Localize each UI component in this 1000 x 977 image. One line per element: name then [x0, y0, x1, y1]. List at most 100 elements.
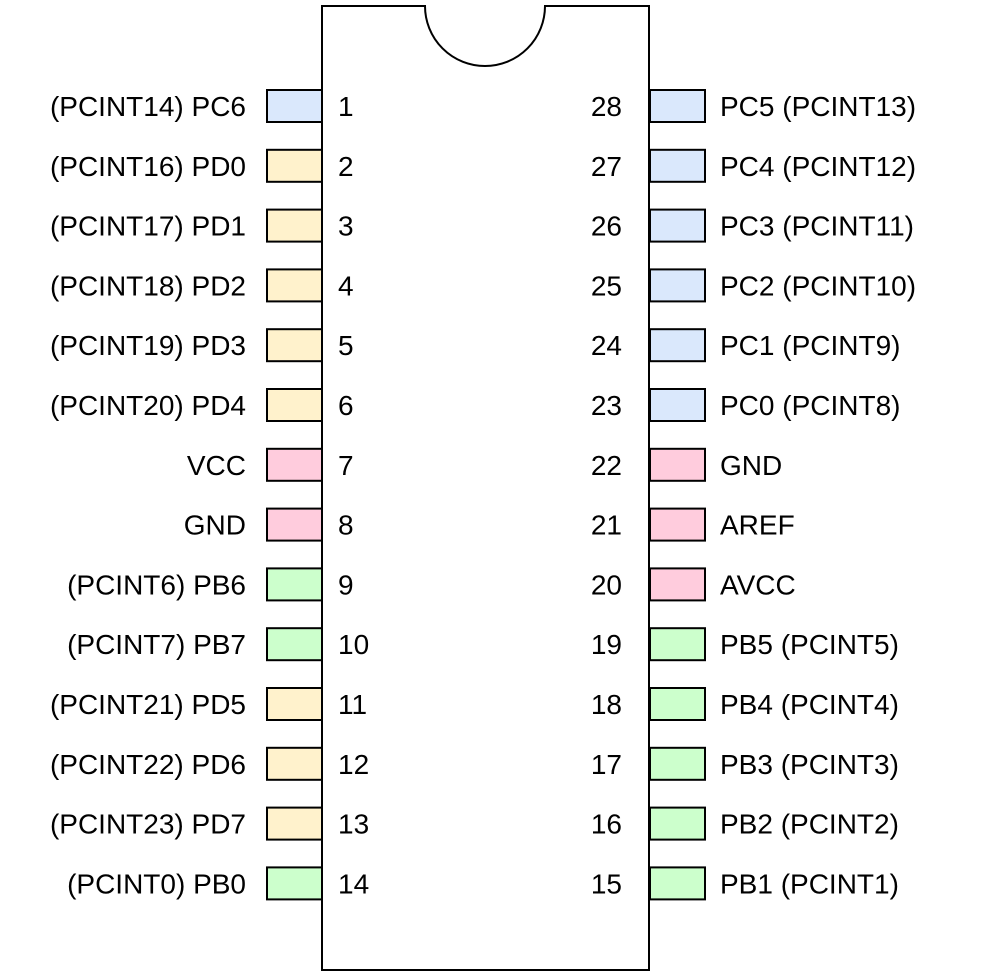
pin-18: 18 PB4 (PCINT4)	[591, 687, 899, 721]
pin-number-1: 1	[338, 91, 354, 122]
pin-label-20: AVCC	[720, 569, 796, 600]
pin-lead-28	[649, 89, 706, 123]
pin-number-5: 5	[338, 330, 354, 361]
pin-4: 4 (PCINT18) PD2	[50, 268, 354, 303]
pin-label-18: PB4 (PCINT4)	[720, 689, 899, 720]
pin-lead-11	[266, 687, 323, 721]
pin-label-4: (PCINT18) PD2	[50, 270, 246, 301]
pin-16: 16 PB2 (PCINT2)	[591, 806, 899, 841]
pin-23: 23 PC0 (PCINT8)	[591, 388, 900, 422]
pin-8: 8 GND	[184, 507, 354, 542]
right-pin-column: 28 PC5 (PCINT13) 27 PC4 (PCINT12) 26 PC3 (PCI…	[591, 89, 916, 901]
pin-number-21: 21	[591, 510, 622, 541]
pin-lead-14	[266, 866, 323, 901]
pin-lead-5	[266, 328, 323, 363]
pin-number-8: 8	[338, 510, 354, 541]
pin-lead-8	[266, 507, 323, 542]
pin-17: 17 PB3 (PCINT3)	[591, 746, 899, 781]
pin-14: 14 (PCINT0) PB0	[67, 866, 369, 901]
pin-13: 13 (PCINT23) PD7	[50, 806, 369, 841]
pin-label-2: (PCINT16) PD0	[50, 151, 246, 182]
pin-lead-12	[266, 746, 323, 781]
pin-label-25: PC2 (PCINT10)	[720, 270, 916, 301]
pin-number-13: 13	[338, 809, 369, 840]
pin-lead-17	[649, 746, 706, 781]
pin-15: 15 PB1 (PCINT1)	[591, 866, 899, 901]
pin-number-15: 15	[591, 868, 622, 899]
pin-label-3: (PCINT17) PD1	[50, 211, 246, 242]
pin-label-26: PC3 (PCINT11)	[720, 211, 914, 242]
pin-number-3: 3	[338, 211, 354, 242]
pin-12: 12 (PCINT22) PD6	[50, 746, 369, 781]
pin-lead-1	[266, 89, 323, 123]
pin-lead-2	[266, 148, 323, 183]
pin-11: 11 (PCINT21) PD5	[50, 687, 367, 721]
pin-number-9: 9	[338, 569, 354, 600]
pin-number-17: 17	[591, 749, 622, 780]
pin-number-25: 25	[591, 270, 622, 301]
pin-6: 6 (PCINT20) PD4	[50, 388, 354, 422]
chip-body	[321, 5, 650, 971]
pin-lead-4	[266, 268, 323, 303]
pin-number-24: 24	[591, 330, 622, 361]
pin-lead-10	[266, 627, 323, 662]
pin-lead-13	[266, 806, 323, 841]
pin-label-19: PB5 (PCINT5)	[720, 629, 899, 660]
pin-lead-3	[266, 208, 323, 243]
pin-label-5: (PCINT19) PD3	[50, 330, 246, 361]
pin-label-12: (PCINT22) PD6	[50, 749, 246, 780]
pin-label-10: (PCINT7) PB7	[67, 629, 246, 660]
pin-5: 5 (PCINT19) PD3	[50, 328, 354, 363]
pin-lead-16	[649, 806, 706, 841]
pin-lead-27	[649, 148, 706, 183]
pin-label-7: VCC	[187, 450, 246, 481]
pin-10: 10 (PCINT7) PB7	[67, 627, 369, 662]
pin-lead-20	[649, 567, 706, 602]
pin-label-23: PC0 (PCINT8)	[720, 390, 900, 421]
pin-3: 3 (PCINT17) PD1	[50, 208, 354, 243]
pin-lead-23	[649, 388, 706, 422]
pin-label-27: PC4 (PCINT12)	[720, 151, 916, 182]
pin-label-16: PB2 (PCINT2)	[720, 809, 899, 840]
pin-label-22: GND	[720, 450, 782, 481]
pin-label-14: (PCINT0) PB0	[67, 868, 246, 899]
pin-number-28: 28	[591, 91, 622, 122]
pin-lead-25	[649, 268, 706, 303]
pin-number-22: 22	[591, 450, 622, 481]
pin-lead-21	[649, 507, 706, 542]
pin-number-16: 16	[591, 809, 622, 840]
pin-label-15: PB1 (PCINT1)	[720, 868, 899, 899]
pin-20: 20 AVCC	[591, 567, 796, 602]
pin-number-6: 6	[338, 390, 354, 421]
pin-lead-24	[649, 328, 706, 363]
pin-9: 9 (PCINT6) PB6	[67, 567, 354, 602]
pin-number-12: 12	[338, 749, 369, 780]
pin-number-10: 10	[338, 629, 369, 660]
pin-19: 19 PB5 (PCINT5)	[591, 627, 899, 662]
pin-label-13: (PCINT23) PD7	[50, 809, 246, 840]
pin-24: 24 PC1 (PCINT9)	[591, 328, 900, 363]
pin-7: 7 VCC	[187, 447, 354, 482]
pin-label-24: PC1 (PCINT9)	[720, 330, 900, 361]
pin-lead-7	[266, 447, 323, 482]
pin-number-26: 26	[591, 211, 622, 242]
pin-number-23: 23	[591, 390, 622, 421]
pin-1: 1 (PCINT14) PC6	[50, 89, 354, 123]
pin-label-6: (PCINT20) PD4	[50, 390, 246, 421]
pin-number-11: 11	[338, 689, 367, 720]
pin-lead-9	[266, 567, 323, 602]
pin-22: 22 GND	[591, 447, 782, 482]
pin-lead-26	[649, 208, 706, 243]
pin-25: 25 PC2 (PCINT10)	[591, 268, 916, 303]
pin-number-7: 7	[338, 450, 354, 481]
pin-2: 2 (PCINT16) PD0	[50, 148, 354, 183]
pin-lead-6	[266, 388, 323, 422]
pin-label-17: PB3 (PCINT3)	[720, 749, 899, 780]
pin-number-18: 18	[591, 689, 622, 720]
chip-package	[321, 5, 650, 971]
pin-number-4: 4	[338, 270, 354, 301]
pin-number-20: 20	[591, 569, 622, 600]
pin-label-1: (PCINT14) PC6	[50, 91, 246, 122]
pin-27: 27 PC4 (PCINT12)	[591, 148, 916, 183]
